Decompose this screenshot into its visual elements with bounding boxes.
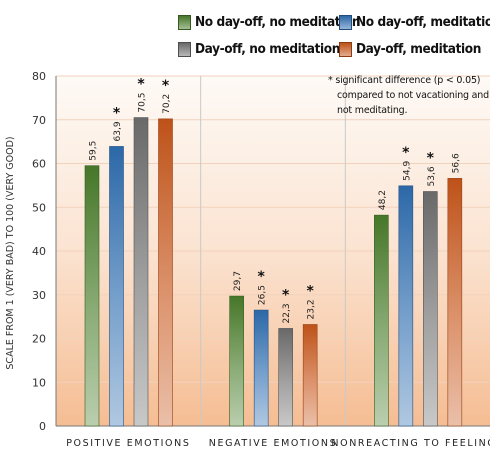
- bar: [253, 309, 269, 427]
- data-label: 59,5: [89, 141, 99, 161]
- bar: [302, 324, 318, 427]
- significance-marker: *: [258, 269, 266, 285]
- legend-item-dayoff-meditation: Day-off, meditation: [339, 41, 481, 57]
- y-tick-label: 80: [32, 70, 46, 83]
- significance-marker: *: [402, 145, 410, 161]
- bar: [158, 118, 173, 427]
- bar: [133, 117, 149, 427]
- legend-label: Day-off, meditation: [356, 41, 481, 57]
- data-label: 56,6: [451, 153, 461, 173]
- bar: [398, 185, 414, 427]
- legend-label: Day-off, no meditation: [195, 41, 340, 57]
- significance-marker: *: [162, 78, 170, 94]
- data-label: 70,5: [138, 93, 148, 113]
- data-label: 48,2: [378, 190, 388, 210]
- note-line: compared to not vacationing and: [337, 90, 489, 101]
- data-label: 29,7: [233, 271, 243, 291]
- y-axis-title: SCALE FROM 1 (VERY BAD) TO 100 (VERY GOO…: [5, 136, 16, 369]
- legend-swatch-green: [178, 14, 191, 30]
- bar: [278, 328, 293, 427]
- note-line: not meditating.: [337, 105, 408, 116]
- significance-marker: *: [307, 284, 315, 300]
- data-label: 22,3: [282, 303, 292, 323]
- y-tick-label: 10: [32, 376, 46, 389]
- bar: [229, 295, 244, 427]
- bar: [423, 191, 438, 427]
- significance-marker: *: [282, 287, 290, 303]
- significance-marker: *: [137, 77, 145, 93]
- significance-note: * significant difference (p < 0.05) comp…: [328, 73, 489, 118]
- y-tick-label: 60: [32, 158, 46, 171]
- legend-item-no-dayoff-no-meditation: No day-off, no meditation: [178, 14, 361, 30]
- legend-swatch-gray: [178, 41, 191, 57]
- legend-item-dayoff-no-meditation: Day-off, no meditation: [178, 41, 340, 57]
- legend-label: No day-off, no meditation: [195, 14, 361, 30]
- y-tick-label: 40: [32, 245, 46, 258]
- y-tick-label: 30: [32, 289, 46, 302]
- legend-swatch-blue: [339, 14, 352, 30]
- y-tick-label: 70: [32, 114, 46, 127]
- bar: [109, 146, 124, 427]
- legend-item-no-dayoff-meditation: No day-off, meditation: [339, 14, 490, 30]
- bar: [84, 165, 100, 427]
- x-category-label: NEGATIVE EMOTIONS: [209, 438, 337, 449]
- bar: [447, 178, 463, 427]
- legend-swatch-orange: [339, 41, 352, 57]
- data-label: 26,5: [258, 285, 268, 305]
- x-category-label: POSITIVE EMOTIONS: [66, 438, 190, 449]
- y-tick-label: 20: [32, 333, 46, 346]
- significance-marker: *: [427, 151, 435, 167]
- bar: [374, 214, 389, 427]
- data-label: 54,9: [402, 160, 412, 180]
- data-label: 53,6: [427, 166, 437, 186]
- x-category-label: NONREACTING TO FEELINGS: [331, 438, 490, 449]
- data-label: 23,2: [307, 299, 317, 319]
- data-label: 63,9: [113, 121, 123, 141]
- data-label: 70,2: [162, 94, 172, 114]
- note-line: * significant difference (p < 0.05): [328, 75, 481, 86]
- legend-label: No day-off, meditation: [356, 14, 490, 30]
- significance-marker: *: [113, 105, 121, 121]
- y-tick-label: 0: [39, 420, 46, 433]
- y-tick-label: 50: [32, 201, 46, 214]
